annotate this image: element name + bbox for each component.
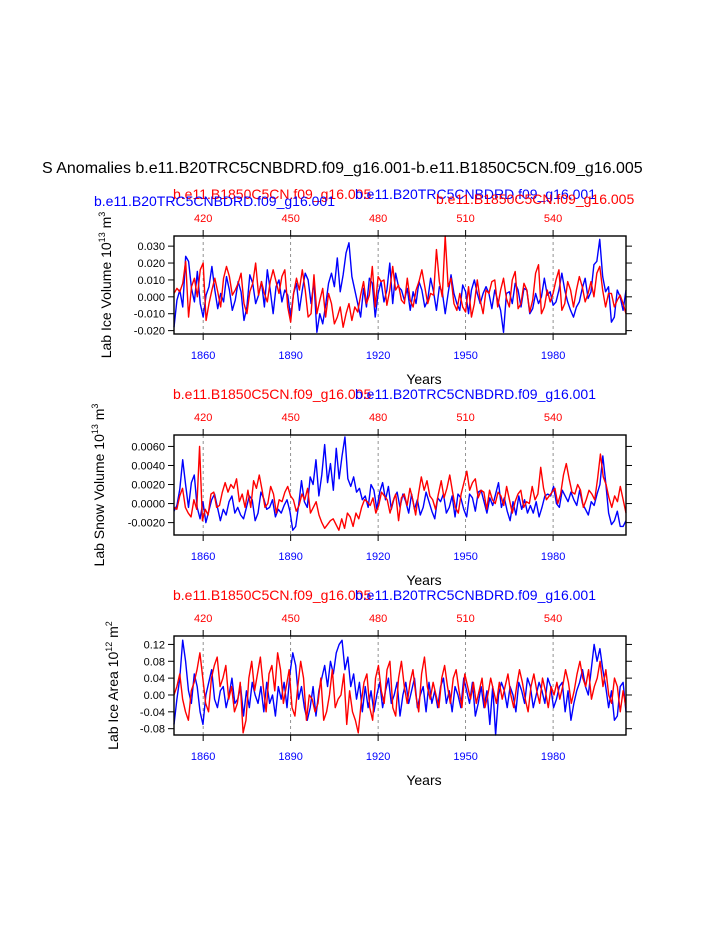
series-line-blue xyxy=(173,238,627,334)
y-tick-label: -0.08 xyxy=(140,724,165,736)
x-tick-label-bottom: 1920 xyxy=(366,350,390,362)
left-string-red: b.e11.B1850C5CN.f09_g16.005 xyxy=(173,587,371,603)
y-axis-label-exp: 12 xyxy=(104,642,114,652)
y-tick-label: 0.020 xyxy=(137,258,165,270)
x-tick-label-top: 420 xyxy=(194,613,212,625)
y-tick-label: 0.000 xyxy=(137,292,165,304)
x-tick-label-bottom: 1980 xyxy=(541,551,565,563)
x-tick-label-bottom: 1890 xyxy=(278,350,302,362)
plot-frame xyxy=(173,635,627,736)
series-line-red xyxy=(173,445,627,531)
y-tick-label: -0.04 xyxy=(140,707,165,719)
y-tick-label: 0.08 xyxy=(144,656,165,668)
y-axis-label: Lab Ice Area 1012 m2 xyxy=(104,621,121,750)
y-tick-label: 0.12 xyxy=(144,639,165,651)
x-tick-label-bottom: 1950 xyxy=(453,350,477,362)
x-tick-label-bottom: 1950 xyxy=(453,751,477,763)
left-string-red: b.e11.B1850C5CN.f09_g16.005 xyxy=(173,186,371,202)
y-axis-label-unit-exp: 3 xyxy=(97,212,107,217)
x-tick-label-bottom: 1980 xyxy=(541,350,565,362)
chart-panel-2: -0.0020 0.0000 0.0020 0.0040 0.0060 1860 1890 1… xyxy=(90,386,632,588)
x-axis-label: Years xyxy=(406,772,441,788)
x-tick-label-top: 480 xyxy=(369,613,387,625)
y-tick-label: 0.010 xyxy=(137,275,165,287)
y-tick-label: 0.0040 xyxy=(131,460,165,472)
x-tick-label-top: 510 xyxy=(456,613,474,625)
y-tick-label: 0.0000 xyxy=(131,499,165,511)
x-tick-label-bottom: 1890 xyxy=(278,751,302,763)
x-tick-label-top: 540 xyxy=(544,613,562,625)
y-axis-label-exp: 13 xyxy=(90,424,100,434)
x-axis-label: Years xyxy=(406,371,441,387)
series-line-red xyxy=(173,235,627,328)
x-tick-label-bottom: 1890 xyxy=(278,551,302,563)
y-axis-label-unit-exp: 2 xyxy=(104,621,114,626)
x-tick-label-bottom: 1860 xyxy=(191,551,215,563)
figure-title: S Anomalies b.e11.B20TRC5CNBDRD.f09_g16.… xyxy=(42,160,643,177)
x-tick-label-top: 540 xyxy=(544,412,562,424)
y-axis-label-main: Lab Snow Volume 10 xyxy=(91,434,107,567)
y-tick-label: -0.020 xyxy=(134,326,165,338)
x-axis-label: Years xyxy=(406,572,441,588)
y-axis-label: Lab Ice Volume 1013 m3 xyxy=(97,212,114,359)
y-axis-label-unit: m xyxy=(98,217,114,233)
x-tick-label-top: 420 xyxy=(194,213,212,225)
y-axis-label-exp: 13 xyxy=(97,232,107,242)
x-tick-label-bottom: 1980 xyxy=(541,751,565,763)
plot-frame xyxy=(173,235,627,335)
x-tick-label-top: 510 xyxy=(456,213,474,225)
y-axis-label-unit-exp: 3 xyxy=(90,404,100,409)
y-tick-label: -0.0020 xyxy=(128,518,165,530)
right-string-red: b.e11.B1850C5CN.f09_g16.005 xyxy=(436,191,634,207)
x-tick-label-top: 420 xyxy=(194,412,212,424)
y-tick-label: 0.04 xyxy=(144,673,165,685)
left-string-red: b.e11.B1850C5CN.f09_g16.005 xyxy=(173,386,371,402)
right-string-blue: b.e11.B20TRC5CNBDRD.f09_g16.001 xyxy=(355,587,596,603)
panels: -0.020 -0.010 0.000 0.010 0.020 0.030 1860 1890… xyxy=(90,186,634,788)
left-string-blue: b.e11.B20TRC5CNBDRD.f09_g16.001 xyxy=(94,193,335,209)
right-string-blue-top: b.e11.B20TRC5CNBDRD.f09_g16.001 xyxy=(355,186,596,202)
x-tick-label-top: 540 xyxy=(544,213,562,225)
x-tick-label-top: 480 xyxy=(369,412,387,424)
y-axis-label-main: Lab Ice Area 10 xyxy=(105,652,121,750)
x-tick-label-top: 480 xyxy=(369,213,387,225)
x-tick-label-top: 510 xyxy=(456,412,474,424)
x-tick-label-bottom: 1860 xyxy=(191,350,215,362)
x-tick-label-bottom: 1920 xyxy=(366,751,390,763)
x-tick-label-top: 450 xyxy=(281,613,299,625)
y-tick-label: 0.030 xyxy=(137,241,165,253)
y-tick-label: -0.010 xyxy=(134,309,165,321)
y-axis-label-unit: m xyxy=(105,626,121,642)
y-tick-label: 0.0060 xyxy=(131,441,165,453)
chart-panel-3: -0.08 -0.04 0.00 0.04 0.08 0.12 1860 1890 1920 19… xyxy=(104,587,632,788)
y-axis-label: Lab Snow Volume 1013 m3 xyxy=(90,404,107,567)
x-tick-label-bottom: 1860 xyxy=(191,751,215,763)
right-string-blue: b.e11.B20TRC5CNBDRD.f09_g16.001 xyxy=(355,386,596,402)
x-tick-label-bottom: 1920 xyxy=(366,551,390,563)
y-tick-label: 0.00 xyxy=(144,690,165,702)
series-line-red xyxy=(173,652,627,734)
plot-frame xyxy=(173,434,627,536)
y-tick-label: 0.0020 xyxy=(131,480,165,492)
x-tick-label-top: 450 xyxy=(281,412,299,424)
y-axis-label-unit: m xyxy=(91,409,107,425)
x-tick-label-bottom: 1950 xyxy=(453,551,477,563)
chart-panel-1: -0.020 -0.010 0.000 0.010 0.020 0.030 1860 1890… xyxy=(94,186,634,387)
x-tick-label-top: 450 xyxy=(281,213,299,225)
y-axis-label-main: Lab Ice Volume 10 xyxy=(98,242,114,358)
series-line-blue xyxy=(173,436,627,531)
